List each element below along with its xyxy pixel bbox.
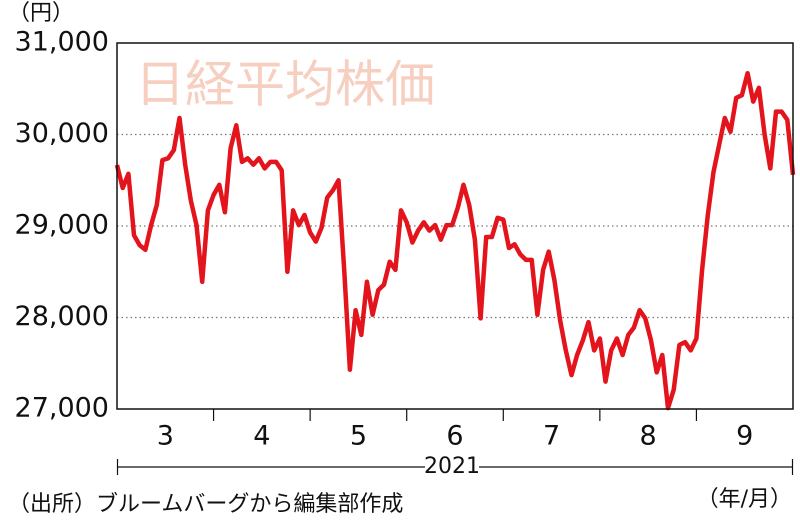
x-tick-label: 4	[253, 421, 270, 452]
x-tick-label: 8	[640, 421, 657, 452]
x-tick-label: 5	[350, 421, 367, 452]
chart-title: 日経平均株価	[135, 56, 435, 114]
y-tick-label: 27,000	[15, 393, 109, 424]
y-unit-label: （円）	[8, 1, 74, 26]
y-tick-label: 30,000	[15, 118, 109, 149]
source-note: （出所）ブルームバーグから編集部作成	[8, 492, 403, 517]
year-label-bg	[425, 455, 479, 479]
x-tick-label: 6	[446, 421, 463, 452]
y-tick-label: 29,000	[15, 210, 109, 241]
x-tick-label: 7	[543, 421, 560, 452]
x-tick-label: 3	[157, 421, 174, 452]
y-tick-label: 31,000	[15, 27, 109, 58]
x-unit-label: （年/月）	[697, 487, 792, 512]
x-tick-label: 9	[736, 421, 753, 452]
year-label: 2021	[424, 454, 480, 479]
price-line	[114, 70, 796, 411]
plot-frame	[116, 42, 794, 410]
y-tick-label: 28,000	[15, 301, 109, 332]
